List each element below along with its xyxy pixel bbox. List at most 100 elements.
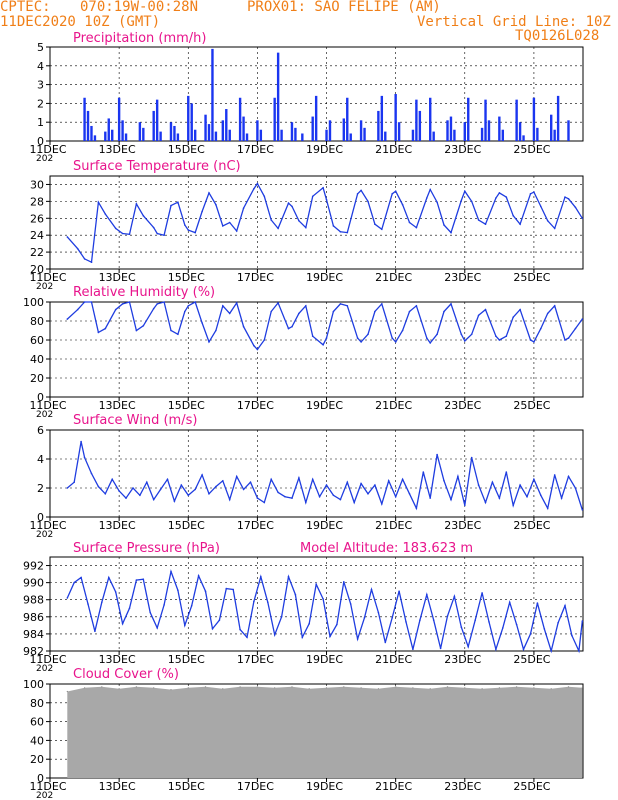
y-tick-label: 5 [37,41,44,54]
data-point [515,623,518,626]
x-tick-label: 23DEC [444,399,481,412]
data-point [536,602,539,604]
data-point [498,497,501,499]
x-tick-label: 21DEC [375,780,412,793]
data-point [415,226,418,229]
data-point [464,687,466,689]
data-point [66,487,69,489]
data-point [239,686,241,688]
data-point [356,638,359,640]
data-point [66,236,69,238]
data-point [325,337,328,339]
data-point [128,233,131,236]
data-point [274,687,276,689]
precip-bar [328,120,332,141]
data-point [571,634,573,637]
data-point [228,221,231,224]
precip-bar [207,124,211,141]
data-point [235,475,238,478]
x-tick-label: 11DEC [29,271,66,284]
data-point [277,491,279,494]
y-tick-label: 40 [30,734,44,747]
data-point [287,202,290,204]
series-line [66,301,583,351]
data-point [429,342,432,344]
x-tick-label: 21DEC [375,271,412,284]
precip-bar [242,116,245,141]
data-point [464,340,466,342]
data-point [512,316,514,319]
x-tick-label: 17DEC [237,519,274,532]
panel-0: Precipitation (mm/h) 11DEC 13DEC 15DEC 17DEC… [29,31,584,164]
data-point [325,198,328,201]
data-point [529,339,532,341]
data-point [543,628,546,630]
data-point [343,581,345,583]
precip-bar [432,131,435,141]
data-point [194,488,196,491]
precip-bar [301,133,304,141]
y-tick-label: 4 [37,453,44,466]
y-tick-label: 28 [30,195,44,208]
data-point [184,624,186,627]
precip-bar [446,120,449,141]
data-point [567,475,570,478]
data-point [415,507,418,510]
data-point [553,227,556,230]
series-line [66,441,583,511]
data-point [80,576,82,579]
precip-bar [518,122,522,141]
data-point [401,203,404,206]
precip-bar [411,129,415,141]
y-tick-label: 80 [30,315,44,328]
data-point [412,687,414,689]
data-point [187,687,189,689]
data-point [460,626,463,628]
data-point [540,205,542,208]
data-point [152,307,155,310]
data-point [84,687,86,689]
data-point [128,607,131,610]
data-point [159,488,162,491]
data-point [305,305,307,307]
cloud-area [67,686,583,778]
data-point [163,604,165,606]
data-point [557,622,559,624]
data-point [332,494,335,497]
data-point [215,203,217,206]
data-point [374,310,376,313]
data-point [443,480,445,482]
data-point [581,687,583,689]
data-point [135,203,138,205]
data-point [194,231,196,234]
data-point [277,302,279,304]
data-point [581,217,584,220]
data-point [187,494,190,497]
x-tick-label: 25DEC [513,143,550,156]
data-point [135,329,138,332]
data-point [298,312,300,315]
data-point [356,193,359,195]
data-point [197,575,200,577]
data-point [426,593,428,596]
precip-bar [93,135,97,141]
data-point [540,494,542,497]
data-point [222,305,224,307]
year-label: 202 [36,154,53,164]
data-point [277,227,279,230]
y-tick-label: 0 [37,135,44,148]
data-point [170,689,172,691]
data-point [291,686,293,688]
x-tick-label: 23DEC [444,780,481,793]
data-point [114,591,117,593]
data-point [574,327,577,330]
data-point [419,619,421,621]
x-tick-label: 17DEC [237,271,274,284]
plot-frame [49,429,584,518]
precip-bar [121,120,124,141]
data-point [104,213,107,215]
data-point [426,197,428,199]
data-point [322,344,324,346]
data-point [90,472,93,475]
data-point [519,223,521,225]
